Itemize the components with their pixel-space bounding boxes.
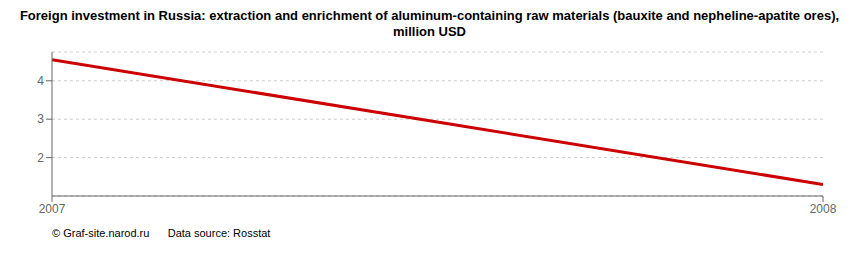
html-text:© Graf-site.narod.ru Data sour: © Graf-site.narod.ru Data source: Rossta… [52, 227, 271, 239]
svg-text:2: 2 [37, 151, 44, 165]
svg-text:4: 4 [37, 74, 44, 88]
svg-text:3: 3 [37, 112, 44, 126]
svg-text:2008: 2008 [810, 202, 837, 216]
html-text:Foreign investment in Russia:: Foreign investment in Russia: extraction… [19, 8, 840, 39]
svg-text:2007: 2007 [39, 202, 66, 216]
